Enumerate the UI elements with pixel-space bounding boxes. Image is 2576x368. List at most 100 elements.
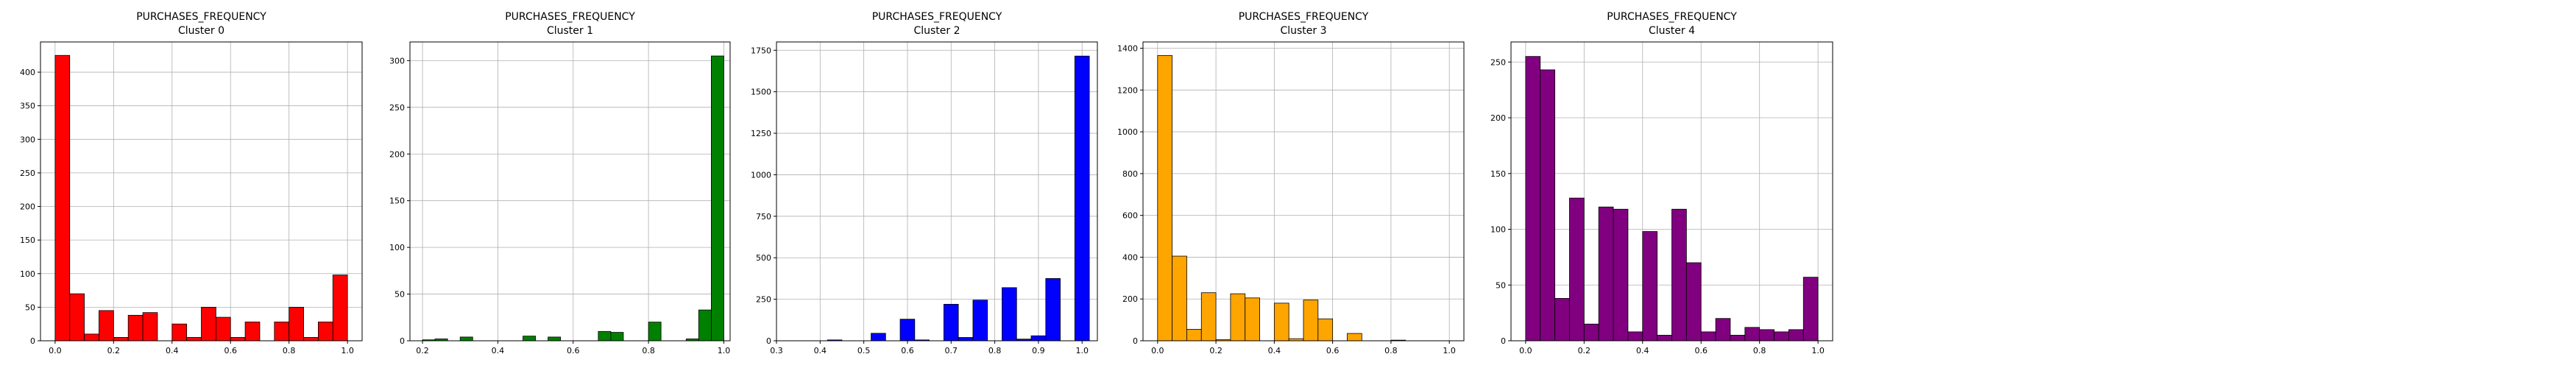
y-tick-label: 200 — [389, 149, 405, 159]
y-tick-label: 150 — [389, 197, 405, 206]
y-tick-label: 50 — [394, 290, 405, 300]
y-tick-label: 250 — [389, 103, 405, 113]
histogram-bar — [1074, 55, 1090, 342]
x-tick-label: 0.6 — [1694, 346, 1708, 355]
axes-frame — [1142, 41, 1465, 342]
histogram-bar — [523, 336, 536, 342]
y-tick-label: 0 — [1501, 336, 1506, 346]
histogram-bar — [230, 337, 246, 342]
x-tick-label: 0.6 — [567, 346, 580, 355]
y-tick-label: 100 — [20, 269, 35, 279]
x-tick-label: 0.4 — [492, 346, 505, 355]
histogram-bar — [1744, 327, 1761, 342]
y-tick-label: 1400 — [1117, 44, 1138, 54]
histogram-bar — [99, 310, 114, 342]
histogram-bar — [54, 54, 71, 342]
histogram-bar — [113, 337, 129, 342]
y-tick-label: 150 — [20, 236, 35, 245]
y-tick-label: 800 — [1122, 169, 1138, 179]
histogram-bar — [1613, 208, 1629, 342]
y-tick-label: 150 — [1490, 169, 1506, 179]
x-tick-label: 0.6 — [224, 346, 237, 355]
chart-subtitle: Cluster 3 — [1280, 25, 1326, 37]
histogram-bar — [1317, 318, 1334, 342]
y-tick-label: 200 — [20, 202, 35, 212]
y-tick-label: 100 — [389, 243, 405, 252]
y-tick-label: 50 — [1496, 280, 1506, 290]
y-tick-label: 300 — [389, 56, 405, 66]
y-tick-label: 0 — [30, 336, 35, 346]
chart-panel-1: 0 50 100 150 200 250 300 0.2 0.4 0.6 0.8 1.0 PURCHAS… — [389, 11, 731, 355]
histogram-bar — [899, 319, 916, 342]
histogram-bar — [1627, 331, 1643, 342]
chart-panel-4: 0 50 100 150 200 250 0.0 0.2 0.4 0.6 0.8 1.0 PURCHAS… — [1490, 11, 1833, 355]
chart-subtitle: Cluster 2 — [913, 25, 960, 37]
y-tick-label: 1200 — [1117, 85, 1138, 95]
x-tick-label: 0.0 — [49, 346, 62, 355]
chart-panel-0: 0 50 100 150 200 250 300 350 400 0.0 0.2 0.4 0.6 0.8 1… — [20, 11, 363, 355]
x-tick-label: 0.8 — [988, 346, 1002, 355]
y-tick-label: 50 — [25, 302, 35, 312]
histogram-bar — [244, 322, 261, 342]
histogram-bar — [1671, 208, 1687, 342]
histogram-bar — [648, 322, 662, 342]
histogram-bar — [1525, 56, 1541, 342]
x-tick-label: 0.2 — [1578, 346, 1591, 355]
histogram-bar — [711, 55, 724, 342]
histogram-bar — [1303, 300, 1319, 342]
axes-frame — [409, 41, 731, 342]
histogram-bar — [318, 322, 333, 342]
y-tick-label: 250 — [20, 169, 35, 178]
histogram-bar — [958, 337, 974, 342]
y-tick-label: 1250 — [751, 129, 771, 138]
y-tick-label: 200 — [1490, 113, 1506, 123]
y-tick-label: 400 — [1122, 252, 1138, 262]
y-tick-label: 300 — [20, 135, 35, 144]
histogram-bar — [1186, 328, 1202, 342]
histogram-bar — [598, 330, 612, 342]
x-tick-label: 0.4 — [1268, 346, 1281, 355]
x-tick-label: 1.0 — [1075, 346, 1089, 355]
x-tick-label: 0.2 — [416, 346, 429, 355]
histogram-bar — [1788, 329, 1804, 342]
x-tick-label: 0.4 — [1636, 346, 1649, 355]
y-tick-label: 350 — [20, 102, 35, 111]
histogram-bar — [171, 323, 188, 342]
histogram-bar — [943, 303, 959, 342]
histogram-bar — [201, 306, 216, 342]
histogram-bar — [459, 336, 473, 342]
axes-frame — [776, 41, 1098, 342]
y-tick-label: 750 — [756, 212, 771, 222]
y-tick-label: 0 — [1133, 336, 1138, 346]
y-tick-label: 1750 — [751, 46, 771, 55]
y-tick-label: 600 — [1122, 211, 1138, 221]
chart-title: PURCHASES_FREQUENCY — [136, 11, 266, 23]
histogram-bar — [84, 333, 99, 342]
histogram-bar — [1157, 55, 1173, 342]
x-tick-label: 0.9 — [1032, 346, 1045, 355]
chart-panel-3: 0 200 400 600 800 1000 1200 1400 0.0 0.2 0.4 0.6 0.8… — [1117, 11, 1465, 355]
x-tick-label: 0.8 — [1384, 346, 1398, 355]
chart-panel-2: 0 250 500 750 1000 1250 1500 1750 0.3 0.4 0.5 0.6 0.… — [751, 11, 1098, 355]
x-tick-label: 0.8 — [1753, 346, 1766, 355]
x-tick-label: 0.5 — [857, 346, 871, 355]
histogram-bar — [1569, 197, 1585, 342]
histogram-bar — [1230, 293, 1246, 342]
y-tick-label: 100 — [1490, 225, 1506, 235]
x-tick-label: 0.0 — [1519, 346, 1532, 355]
chart-title: PURCHASES_FREQUENCY — [1607, 11, 1737, 23]
axes-frame — [40, 41, 363, 342]
histogram-bar — [289, 306, 304, 342]
histogram-bar — [1554, 298, 1570, 342]
chart-subtitle: Cluster 1 — [547, 25, 593, 37]
y-tick-label: 200 — [1122, 294, 1138, 304]
histogram-bar — [548, 336, 562, 342]
histogram-bar — [871, 333, 886, 342]
x-tick-label: 0.0 — [1151, 346, 1164, 355]
histogram-bar — [1273, 302, 1289, 342]
histogram-bar — [1642, 231, 1658, 342]
histogram-bar — [1002, 287, 1017, 342]
chart-title: PURCHASES_FREQUENCY — [1239, 11, 1369, 23]
y-tick-label: 250 — [1490, 57, 1506, 67]
